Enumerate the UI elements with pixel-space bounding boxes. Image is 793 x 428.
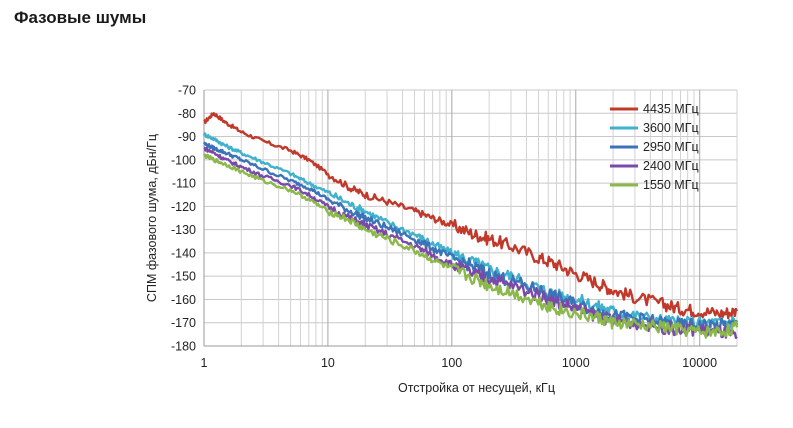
y-tick-label: -70 [178, 84, 196, 98]
x-tick-label: 100 [441, 356, 462, 370]
series-line-2400 [203, 146, 738, 339]
y-tick-label: -170 [171, 316, 196, 330]
y-tick-label: -100 [171, 153, 196, 167]
y-tick-label: -120 [171, 200, 196, 214]
series-line-1550 [202, 153, 739, 339]
y-tick-label: -160 [171, 293, 196, 307]
y-tick-label: -90 [178, 130, 196, 144]
y-tick-label: -150 [171, 270, 196, 284]
series-lines [202, 112, 739, 339]
y-axis-label: СПМ фазового шума, дБн/Гц [145, 134, 159, 302]
x-tick-label: 1000 [562, 356, 590, 370]
legend-label: 2400 МГц [643, 159, 699, 173]
y-tick-label: -130 [171, 223, 196, 237]
y-tick-labels: -70 -80 -90 -100 -110 -120 -130 -140 -150 -160 -17… [171, 84, 196, 354]
page-title: Фазовые шумы [14, 8, 147, 27]
x-axis-label: Отстройка от несущей, кГц [398, 381, 555, 395]
y-tick-label: -110 [172, 177, 196, 191]
chart-legend: 4435 МГц 3600 МГц 2950 МГц 2400 МГц 1550 МГц [610, 102, 699, 192]
y-tick-label: -140 [171, 246, 196, 260]
x-tick-labels: 1 10 100 1000 10000 [201, 356, 718, 370]
y-tick-label: -80 [178, 107, 196, 121]
x-tick-label: 10000 [682, 356, 717, 370]
legend-label: 1550 МГц [643, 178, 699, 192]
series-line-4435 [203, 112, 739, 320]
x-tick-label: 10 [321, 356, 335, 370]
legend-label: 2950 МГц [643, 140, 699, 154]
y-tick-label: -180 [171, 340, 196, 354]
series-line-3600 [202, 132, 739, 331]
legend-label: 4435 МГц [643, 102, 699, 116]
x-tick-label: 1 [201, 356, 208, 370]
legend-label: 3600 МГц [643, 121, 699, 135]
